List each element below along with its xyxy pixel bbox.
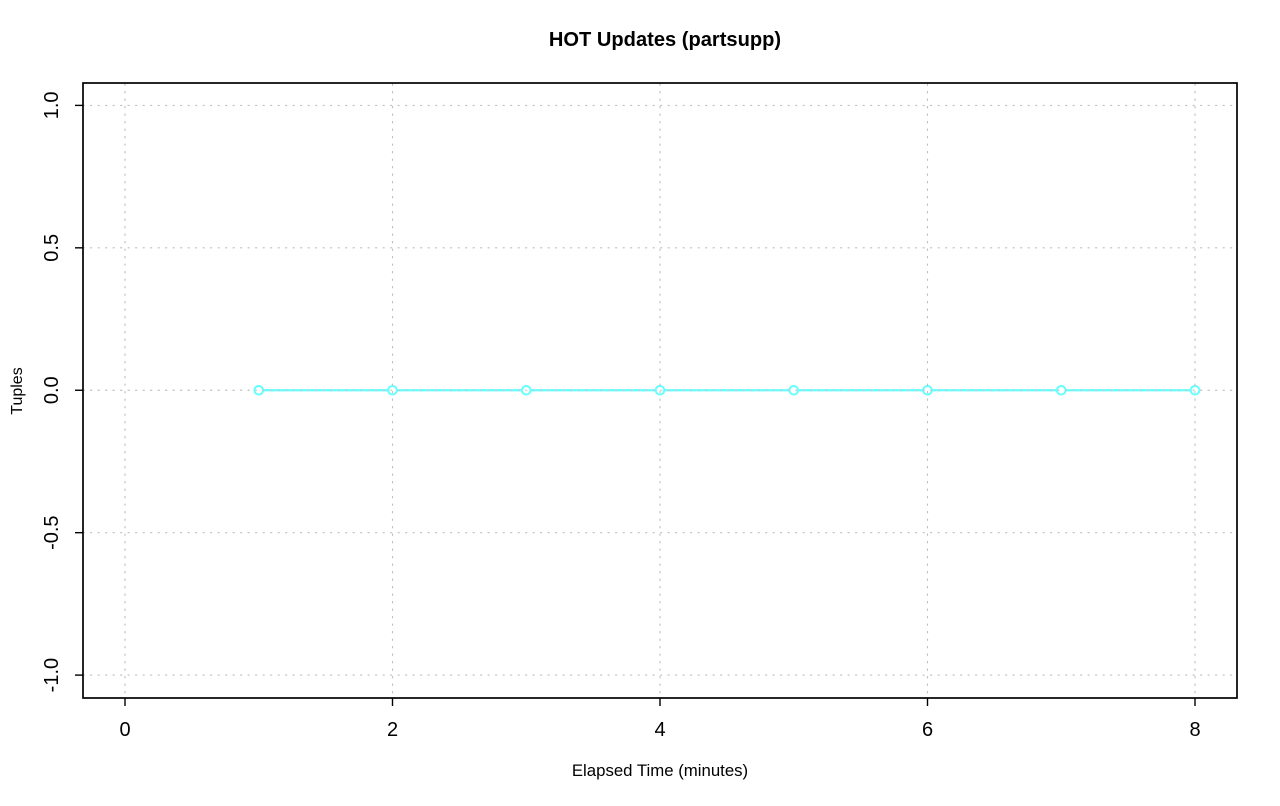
svg-text:-1.0: -1.0: [41, 658, 63, 692]
svg-text:Elapsed Time (minutes): Elapsed Time (minutes): [572, 761, 748, 780]
svg-text:2: 2: [387, 719, 398, 741]
svg-text:4: 4: [654, 719, 665, 741]
svg-text:0: 0: [119, 719, 130, 741]
svg-text:Tuples: Tuples: [9, 367, 26, 414]
svg-text:8: 8: [1189, 719, 1200, 741]
svg-text:1.0: 1.0: [41, 91, 63, 119]
svg-text:HOT Updates (partsupp): HOT Updates (partsupp): [549, 29, 781, 51]
svg-text:6: 6: [922, 719, 933, 741]
svg-text:-0.5: -0.5: [41, 515, 63, 549]
svg-text:0.5: 0.5: [41, 234, 63, 262]
svg-text:0.0: 0.0: [41, 376, 63, 404]
